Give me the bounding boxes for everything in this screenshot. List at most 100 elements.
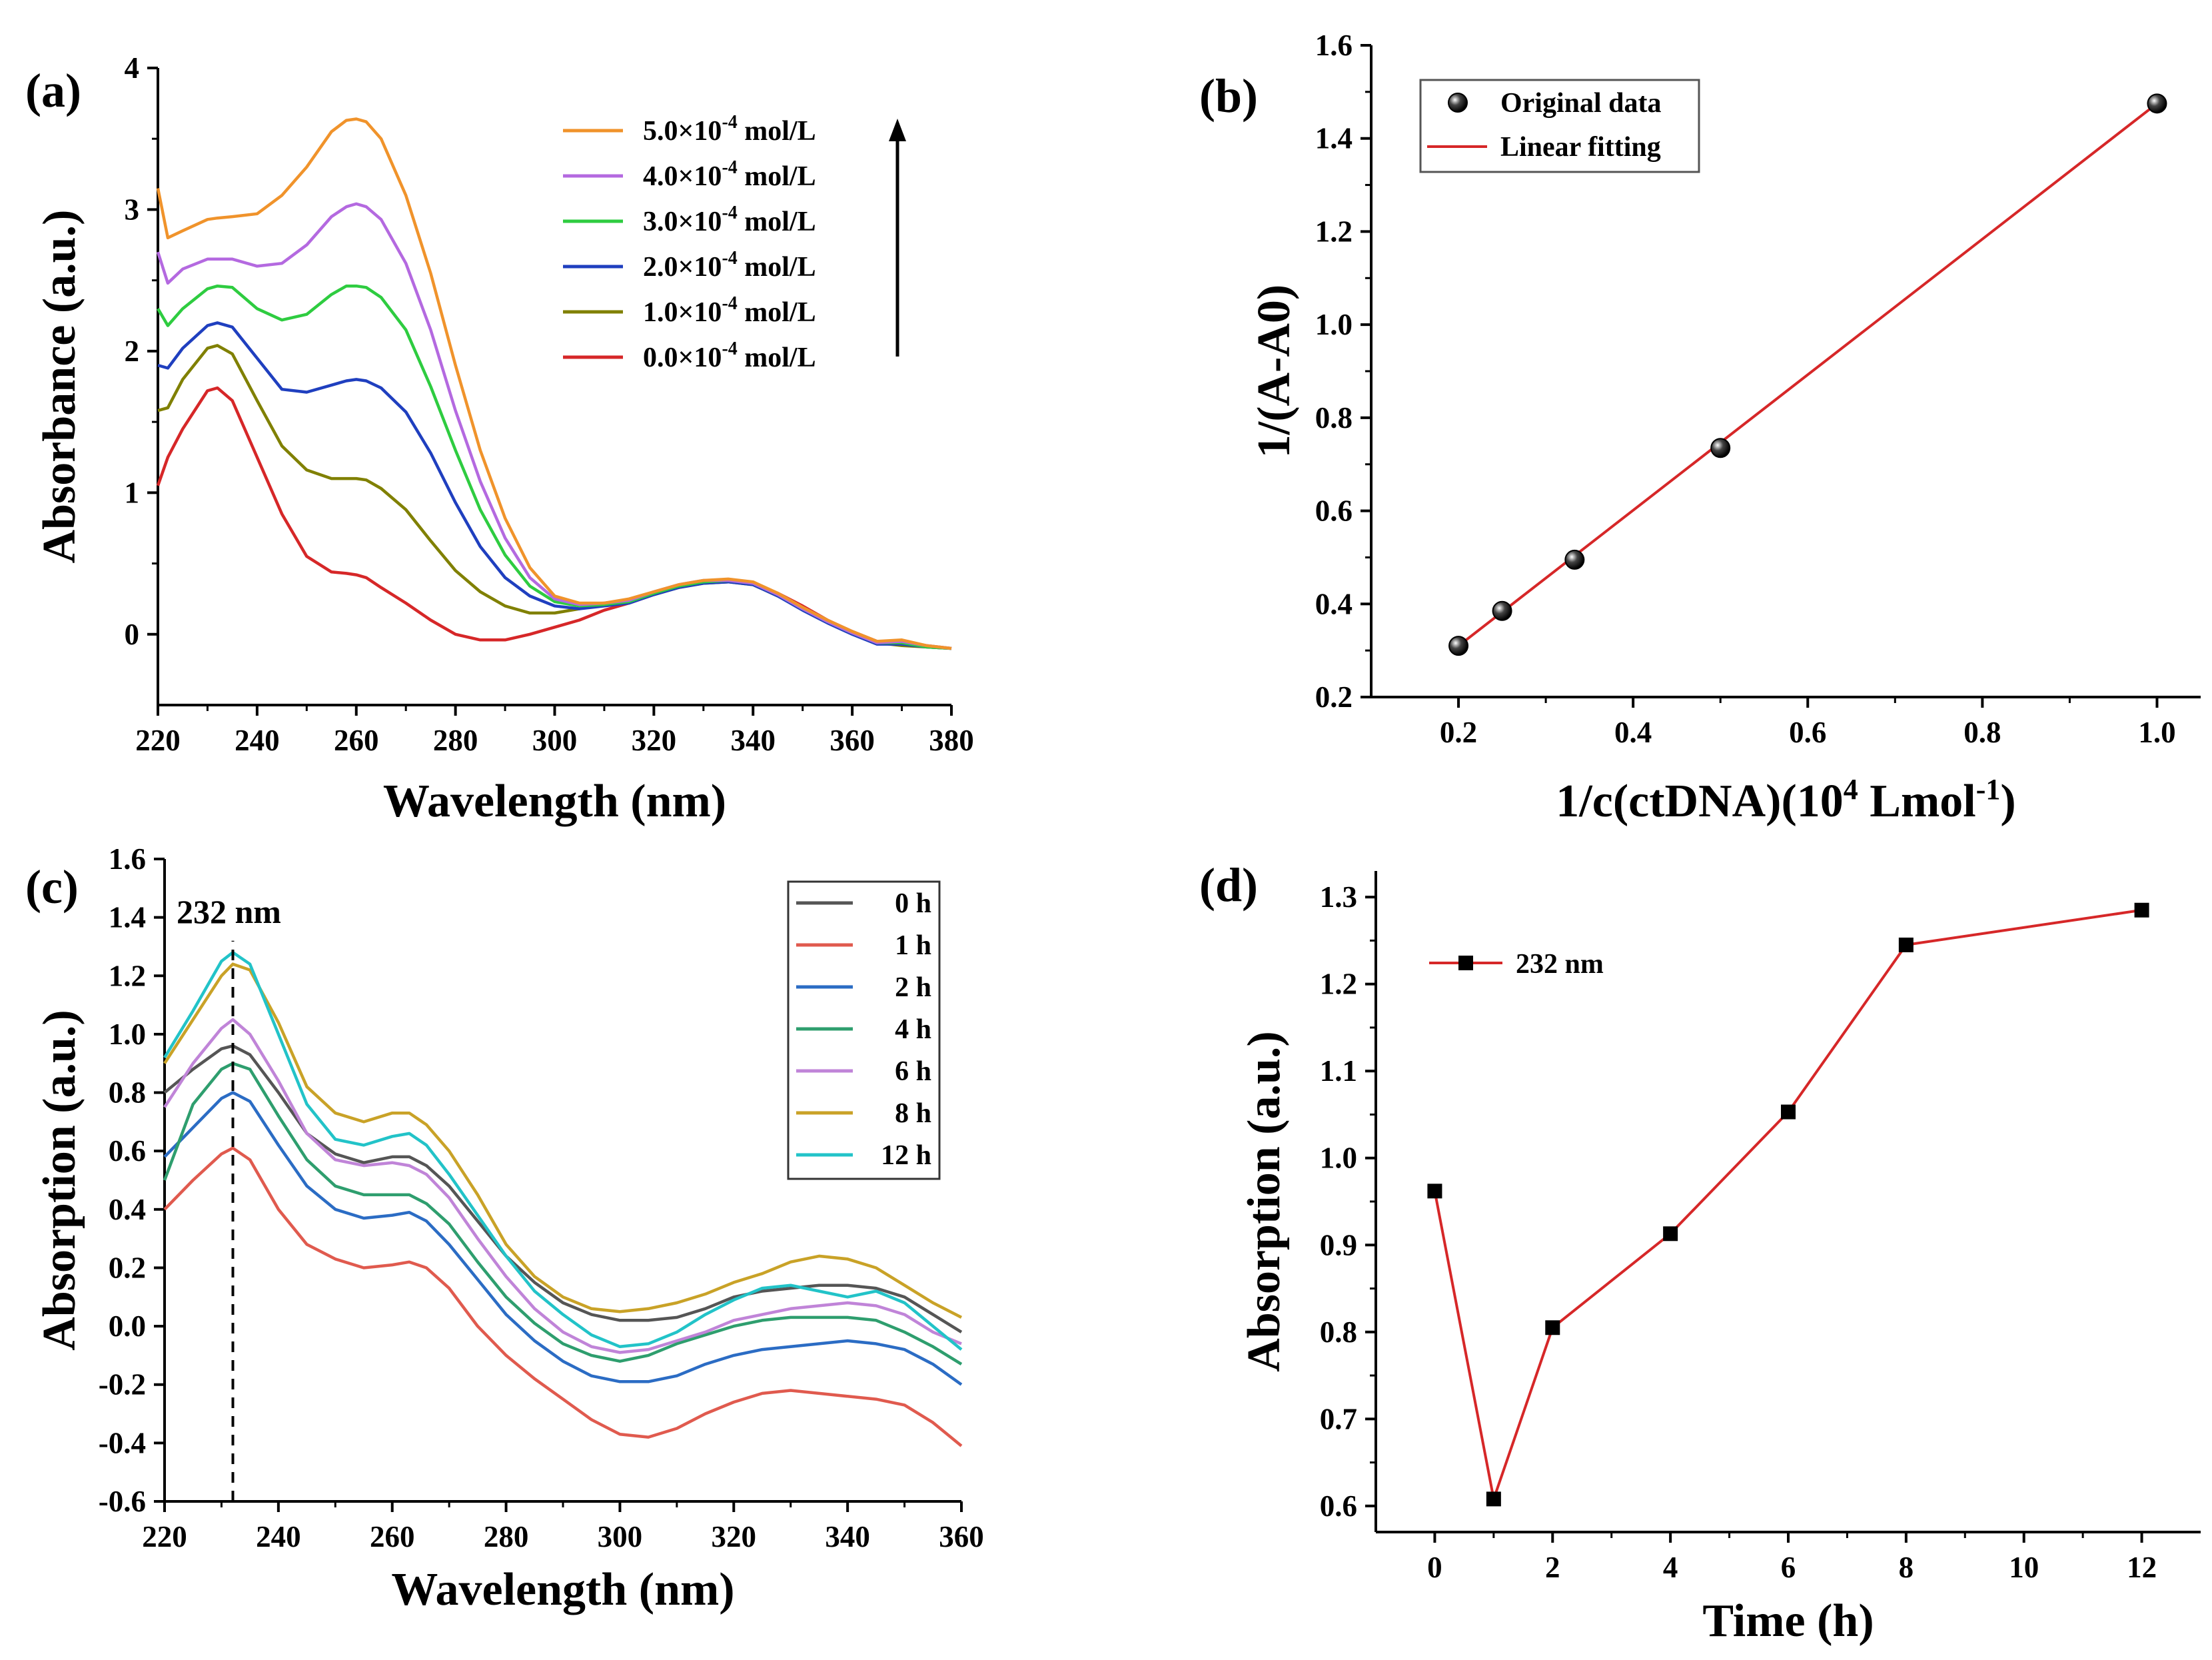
y-tick-label: 1.0 (1315, 308, 1353, 341)
legend-entry: Original data (1500, 88, 1662, 119)
series-line-2 (163, 1091, 963, 1386)
y-tick-label: 0.2 (109, 1251, 146, 1284)
x-tick-label: 0.6 (1789, 716, 1826, 749)
y-tick-label: 0.6 (1315, 494, 1353, 528)
panel-label-a: (a) (25, 64, 81, 117)
legend: 5.0×10-4 mol/L4.0×10-4 mol/L3.0×10-4 mol… (563, 112, 816, 373)
y-tick-label: 0.9 (1320, 1228, 1357, 1261)
y-tick-label: 3 (125, 193, 140, 226)
series-line-4 (163, 1018, 962, 1354)
chart-a: 220 240 260 280 300 320 340 360 380 0 1 2 3 4 (a) Wavel… (25, 51, 974, 827)
y-tick-label: 1.0 (1320, 1142, 1357, 1175)
x-tick-label: 280 (484, 1520, 529, 1553)
legend: 232 nm (1429, 949, 1604, 980)
series-line-3 (163, 1062, 963, 1366)
legend-entry: Linear fitting (1500, 132, 1661, 163)
x-tick-label: 240 (235, 724, 280, 757)
y-tick-label: 0.8 (1320, 1315, 1357, 1349)
x-tick-label: 300 (598, 1520, 643, 1553)
x-tick-label: 8 (1899, 1551, 1914, 1584)
x-tick-label: 320 (712, 1520, 757, 1553)
y-tick-label: -0.2 (99, 1368, 146, 1401)
x-axis-label: Wavelength (nm) (391, 1564, 734, 1615)
legend-entry-unit: mol/L (738, 207, 816, 237)
x-label-base: 1/c(ctDNA)(10 (1556, 776, 1843, 827)
y-axis-label: Absorption (a.u.) (34, 1010, 85, 1350)
y-tick-label: -0.4 (99, 1426, 146, 1459)
y-axis-label: Absorption (a.u.) (1239, 1031, 1290, 1371)
y-tick-label: 1.6 (1315, 29, 1353, 62)
x-label-mid: Lmol (1858, 776, 1976, 827)
x-tick-label: 12 (2127, 1551, 2157, 1584)
data-point (1781, 1104, 1796, 1120)
x-label-sup2: -1 (1976, 773, 2001, 806)
legend-swatch-point (1448, 93, 1468, 113)
x-tick-label: 360 (830, 724, 875, 757)
data-point (1710, 438, 1731, 458)
y-tick-label: 1.1 (1320, 1054, 1357, 1088)
panel-label-c: (c) (25, 860, 79, 914)
legend-entry-exponent: -4 (722, 293, 737, 314)
x-tick-label: 340 (825, 1520, 870, 1553)
x-tick-label: 340 (731, 724, 776, 757)
legend-entry: 8 h (895, 1098, 931, 1129)
x-axis-label: Time (h) (1702, 1595, 1874, 1647)
x-tick-label: 360 (939, 1520, 984, 1553)
legend-entry-exponent: -4 (722, 339, 737, 359)
legend-entry-unit: mol/L (738, 297, 816, 328)
legend-entry: 3.0×10-4 mol/L (643, 203, 816, 237)
data-point (1486, 1491, 1501, 1507)
x-tick-label: 0 (1427, 1551, 1442, 1584)
x-tick-label: 300 (532, 724, 578, 757)
y-tick-label: 1.2 (1315, 215, 1353, 248)
x-axis-label: 1/c(ctDNA)(104 Lmol-1) (1556, 773, 2015, 827)
x-tick-label: 380 (929, 724, 974, 757)
data-point (2147, 93, 2167, 114)
legend-entry-exponent: -4 (722, 203, 737, 223)
y-tick-label: 0.4 (109, 1193, 146, 1226)
x-label-sup: 4 (1844, 773, 1858, 806)
y-axis-label: Absorbance (a.u.) (34, 210, 85, 564)
legend-entry: 1.0×10-4 mol/L (643, 293, 816, 328)
series-line-4 (156, 202, 952, 650)
panel-label-d: (d) (1199, 858, 1258, 912)
y-tick-label: 2 (125, 335, 140, 368)
y-tick-label: 4 (125, 51, 140, 85)
y-tick-label: 1.2 (1320, 968, 1357, 1001)
legend-entry-base: 0.0×10 (643, 343, 722, 373)
legend-entry-unit: mol/L (738, 343, 816, 373)
legend-entry-base: 3.0×10 (643, 207, 722, 237)
x-tick-label: 6 (1781, 1551, 1796, 1584)
data-point (1545, 1320, 1560, 1335)
legend-entry: 0.0×10-4 mol/L (643, 339, 816, 373)
legend-entry-base: 1.0×10 (643, 297, 722, 328)
annotation-label: 232 nm (177, 893, 281, 930)
legend-entry: 2.0×10-4 mol/L (643, 248, 816, 283)
legend-swatch-marker (1458, 956, 1473, 970)
legend-entry-unit: mol/L (738, 116, 816, 147)
data-point (2134, 902, 2149, 918)
data-point (1427, 1184, 1442, 1199)
legend-entry-unit: mol/L (738, 161, 816, 192)
legend-box (1419, 79, 1700, 173)
series-line-5 (163, 962, 963, 1319)
data-point (1564, 549, 1585, 570)
y-tick-label: 1.6 (109, 842, 146, 876)
legend-entry: 4 h (895, 1014, 931, 1045)
x-tick-label: 1.0 (2138, 716, 2175, 749)
x-label-end: ) (2000, 776, 2015, 827)
y-tick-label: 0.8 (1315, 401, 1353, 434)
y-tick-label: 1.3 (1320, 880, 1357, 914)
legend-entry-base: 4.0×10 (643, 161, 722, 192)
y-tick-label: 1.4 (1315, 122, 1353, 155)
y-axis-label: 1/(A-A0) (1249, 285, 1300, 458)
x-tick-label: 0.4 (1614, 716, 1652, 749)
legend-entry: 1 h (895, 930, 931, 961)
legend-entry-exponent: -4 (722, 248, 737, 269)
data-point (1492, 600, 1512, 621)
series-line-5 (156, 117, 952, 650)
y-tick-label: -0.6 (99, 1485, 146, 1518)
x-tick-label: 280 (433, 724, 478, 757)
data-point (1663, 1226, 1678, 1242)
